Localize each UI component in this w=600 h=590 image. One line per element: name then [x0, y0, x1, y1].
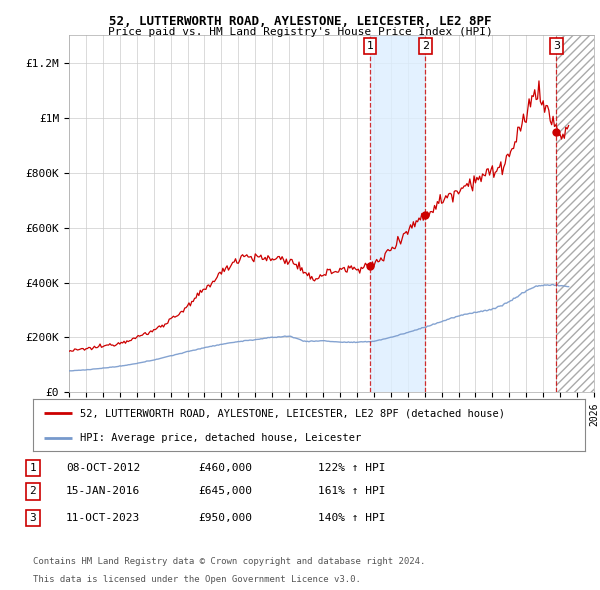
Text: This data is licensed under the Open Government Licence v3.0.: This data is licensed under the Open Gov…: [33, 575, 361, 584]
Text: 52, LUTTERWORTH ROAD, AYLESTONE, LEICESTER, LE2 8PF: 52, LUTTERWORTH ROAD, AYLESTONE, LEICEST…: [109, 15, 491, 28]
Text: 1: 1: [29, 463, 37, 473]
Text: 1: 1: [367, 41, 373, 51]
Text: 2: 2: [29, 487, 37, 496]
Text: £950,000: £950,000: [198, 513, 252, 523]
Text: 11-OCT-2023: 11-OCT-2023: [66, 513, 140, 523]
Text: HPI: Average price, detached house, Leicester: HPI: Average price, detached house, Leic…: [80, 433, 361, 442]
Text: £460,000: £460,000: [198, 463, 252, 473]
Text: 15-JAN-2016: 15-JAN-2016: [66, 487, 140, 496]
Text: 52, LUTTERWORTH ROAD, AYLESTONE, LEICESTER, LE2 8PF (detached house): 52, LUTTERWORTH ROAD, AYLESTONE, LEICEST…: [80, 408, 505, 418]
Text: 3: 3: [29, 513, 37, 523]
Text: 161% ↑ HPI: 161% ↑ HPI: [318, 487, 386, 496]
Text: 2: 2: [422, 41, 429, 51]
Bar: [370, 35, 425, 392]
Bar: [556, 35, 594, 392]
Text: 3: 3: [553, 41, 560, 51]
Text: 122% ↑ HPI: 122% ↑ HPI: [318, 463, 386, 473]
Text: Price paid vs. HM Land Registry's House Price Index (HPI): Price paid vs. HM Land Registry's House …: [107, 27, 493, 37]
Bar: [556, 35, 594, 392]
Text: 140% ↑ HPI: 140% ↑ HPI: [318, 513, 386, 523]
Text: £645,000: £645,000: [198, 487, 252, 496]
Text: Contains HM Land Registry data © Crown copyright and database right 2024.: Contains HM Land Registry data © Crown c…: [33, 558, 425, 566]
Text: 08-OCT-2012: 08-OCT-2012: [66, 463, 140, 473]
